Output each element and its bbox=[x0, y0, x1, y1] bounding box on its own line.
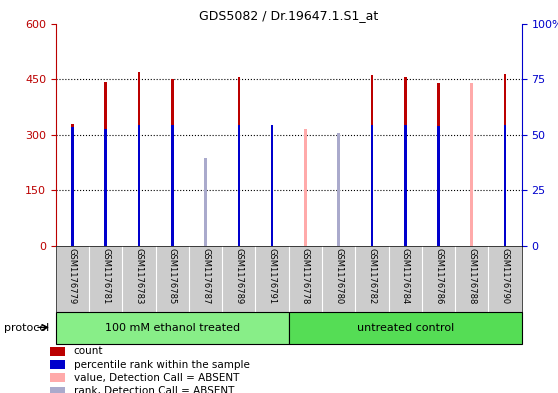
Text: GSM1176787: GSM1176787 bbox=[201, 248, 210, 305]
Text: GSM1176781: GSM1176781 bbox=[101, 248, 110, 305]
Text: GSM1176783: GSM1176783 bbox=[134, 248, 143, 305]
Bar bbox=[138, 125, 140, 246]
Text: count: count bbox=[74, 346, 103, 356]
Bar bbox=[104, 82, 107, 246]
Bar bbox=[50, 373, 65, 382]
Bar bbox=[404, 125, 407, 246]
Title: GDS5082 / Dr.19647.1.S1_at: GDS5082 / Dr.19647.1.S1_at bbox=[199, 9, 378, 22]
Bar bbox=[71, 123, 74, 246]
Bar bbox=[204, 185, 207, 246]
Bar bbox=[50, 360, 65, 369]
Text: 100 mM ethanol treated: 100 mM ethanol treated bbox=[105, 323, 240, 333]
Text: GSM1176790: GSM1176790 bbox=[501, 248, 509, 305]
Bar bbox=[50, 347, 65, 356]
Bar bbox=[371, 75, 373, 246]
Bar bbox=[50, 387, 65, 393]
Bar bbox=[304, 129, 307, 246]
Bar bbox=[338, 133, 340, 246]
Text: protocol: protocol bbox=[4, 323, 50, 333]
Bar bbox=[271, 125, 273, 246]
Text: GSM1176778: GSM1176778 bbox=[301, 248, 310, 305]
Bar bbox=[504, 73, 507, 246]
Bar bbox=[238, 77, 240, 246]
Text: GSM1176785: GSM1176785 bbox=[168, 248, 177, 305]
Bar bbox=[71, 127, 74, 246]
Bar bbox=[171, 125, 174, 246]
Bar bbox=[437, 127, 440, 246]
Text: GSM1176791: GSM1176791 bbox=[268, 248, 277, 305]
Bar bbox=[470, 83, 473, 246]
Text: GSM1176784: GSM1176784 bbox=[401, 248, 410, 305]
Bar bbox=[404, 77, 407, 246]
Bar bbox=[104, 129, 107, 246]
Text: GSM1176779: GSM1176779 bbox=[68, 248, 77, 305]
Text: value, Detection Call = ABSENT: value, Detection Call = ABSENT bbox=[74, 373, 239, 383]
Bar bbox=[204, 158, 207, 246]
Text: GSM1176786: GSM1176786 bbox=[434, 248, 443, 305]
Text: untreated control: untreated control bbox=[357, 323, 454, 333]
Text: GSM1176782: GSM1176782 bbox=[368, 248, 377, 305]
Bar bbox=[371, 125, 373, 246]
Bar bbox=[238, 125, 240, 246]
Bar bbox=[338, 137, 340, 246]
Bar bbox=[138, 72, 140, 246]
Text: GSM1176780: GSM1176780 bbox=[334, 248, 343, 305]
Text: percentile rank within the sample: percentile rank within the sample bbox=[74, 360, 249, 369]
Text: rank, Detection Call = ABSENT: rank, Detection Call = ABSENT bbox=[74, 386, 234, 393]
Bar bbox=[504, 125, 507, 246]
Text: GSM1176789: GSM1176789 bbox=[234, 248, 243, 305]
Bar bbox=[56, 312, 289, 344]
Bar bbox=[289, 312, 522, 344]
Bar bbox=[171, 79, 174, 246]
Bar bbox=[437, 83, 440, 246]
Text: GSM1176788: GSM1176788 bbox=[467, 248, 477, 305]
